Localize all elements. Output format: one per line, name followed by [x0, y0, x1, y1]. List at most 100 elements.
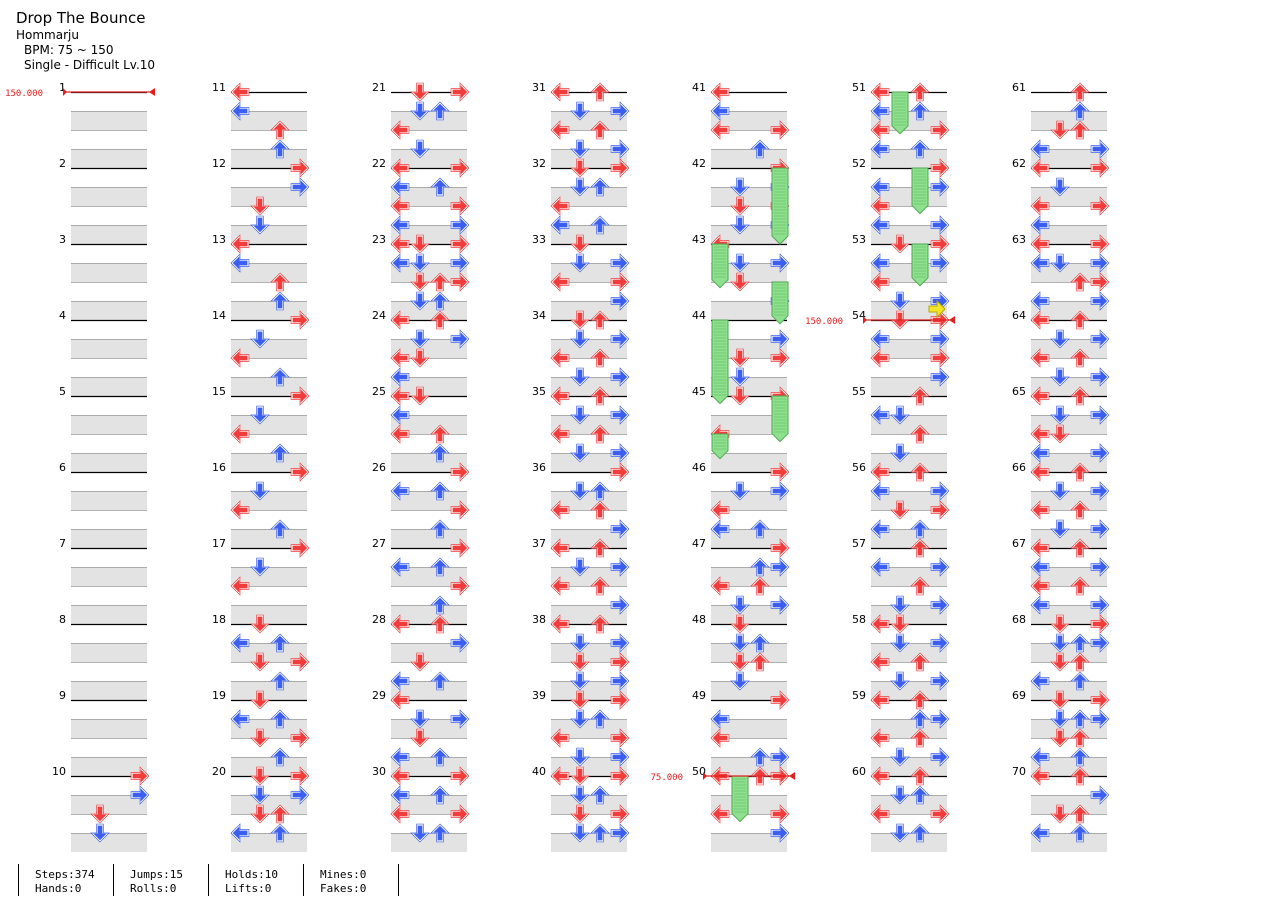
measure-69: 69 [1012, 689, 1107, 776]
arrow-up-icon [430, 614, 450, 634]
measure-number: 27 [372, 537, 386, 550]
measure-9: 9 [59, 689, 147, 776]
measure-number: 38 [532, 613, 546, 626]
beat-band [391, 339, 467, 358]
arrow-down-icon [570, 158, 590, 178]
arrow-up-icon [910, 709, 930, 729]
beat-band [1031, 757, 1107, 776]
arrow-up-icon [590, 709, 610, 729]
arrow-right-icon [1090, 405, 1110, 425]
measure-number: 48 [692, 613, 706, 626]
beat-band [711, 719, 787, 738]
arrow-up-icon [1070, 728, 1090, 748]
arrow-up-icon [270, 633, 290, 653]
arrow-left-icon [230, 101, 250, 121]
measure-1: 1 [59, 81, 147, 168]
arrow-down-icon [1050, 253, 1070, 273]
beat-band [231, 377, 307, 396]
arrow-up-icon [590, 614, 610, 634]
beat-band [231, 567, 307, 586]
hold-note [771, 395, 789, 443]
stat-group-holds: Holds:10 Lifts:0 [208, 864, 278, 896]
arrow-down-icon [410, 291, 430, 311]
arrow-down-icon [890, 823, 910, 843]
arrow-left-icon [550, 196, 570, 216]
arrow-left-icon [710, 82, 730, 102]
arrow-up-icon [430, 557, 450, 577]
arrow-up-icon [1070, 82, 1090, 102]
arrow-down-icon [1050, 614, 1070, 634]
arrow-right-icon [1090, 785, 1110, 805]
bpm-change-label: 150.000 [805, 317, 843, 327]
arrow-left-icon [230, 823, 250, 843]
measure-number: 25 [372, 385, 386, 398]
beat-band [1031, 795, 1107, 814]
arrow-right-icon [770, 557, 790, 577]
arrow-right-icon [1090, 139, 1110, 159]
arrow-right-icon [610, 747, 630, 767]
arrow-right-icon [290, 728, 310, 748]
beat-band [711, 415, 787, 434]
arrow-left-icon [1030, 823, 1050, 843]
beat-band [71, 187, 147, 206]
arrow-down-icon [730, 253, 750, 273]
arrow-left-icon [870, 519, 890, 539]
arrow-left-icon [870, 690, 890, 710]
beat-band [231, 795, 307, 814]
measure-64: 64 [1012, 309, 1107, 396]
arrow-left-icon [390, 747, 410, 767]
beat-band [391, 415, 467, 434]
arrow-left-icon [550, 120, 570, 140]
arrow-down-icon [570, 177, 590, 197]
arrow-left-icon [390, 614, 410, 634]
measure-number: 70 [1012, 765, 1026, 778]
arrow-up-icon [910, 766, 930, 786]
arrow-down-icon [730, 595, 750, 615]
arrow-down-icon [730, 671, 750, 691]
measure-50: 50 [692, 765, 787, 852]
arrow-right-icon [610, 690, 630, 710]
measure-number: 49 [692, 689, 706, 702]
arrow-right-icon [930, 158, 950, 178]
arrow-right-icon [930, 481, 950, 501]
arrow-left-icon [710, 120, 730, 140]
arrow-left-icon [1030, 576, 1050, 596]
arrow-up-icon [910, 82, 930, 102]
beat-band [231, 111, 307, 130]
beat-band [71, 301, 147, 320]
song-artist: Hommarju [16, 28, 79, 42]
beat-band [551, 187, 627, 206]
arrow-down-icon [1050, 633, 1070, 653]
beat-band [711, 681, 787, 700]
arrow-right-icon [930, 177, 950, 197]
beat-band [391, 301, 467, 320]
arrow-left-icon [550, 500, 570, 520]
measure-25: 25 [372, 385, 467, 472]
arrow-up-icon [270, 139, 290, 159]
arrow-left-icon [390, 481, 410, 501]
arrow-left-icon [870, 139, 890, 159]
arrow-right-icon [770, 462, 790, 482]
arrow-up-icon [1070, 386, 1090, 406]
measure-number: 67 [1012, 537, 1026, 550]
measure-45: 45 [692, 385, 787, 472]
arrow-down-icon [570, 443, 590, 463]
beat-band [711, 187, 787, 206]
arrow-up-icon [1070, 500, 1090, 520]
arrow-left-icon [870, 804, 890, 824]
arrow-left-icon [710, 728, 730, 748]
arrow-up-icon [1070, 804, 1090, 824]
measure-16: 16 [212, 461, 307, 548]
measure-number: 63 [1012, 233, 1026, 246]
arrow-left-icon [550, 614, 570, 634]
arrow-up-icon [590, 538, 610, 558]
beat-band [711, 377, 787, 396]
arrow-up-icon [910, 690, 930, 710]
beat-band [231, 833, 307, 852]
arrow-up-icon [430, 443, 450, 463]
measure-number: 1 [59, 81, 66, 94]
arrow-right-icon [450, 253, 470, 273]
beat-band [711, 833, 787, 852]
arrow-up-icon [910, 139, 930, 159]
measure-number: 35 [532, 385, 546, 398]
